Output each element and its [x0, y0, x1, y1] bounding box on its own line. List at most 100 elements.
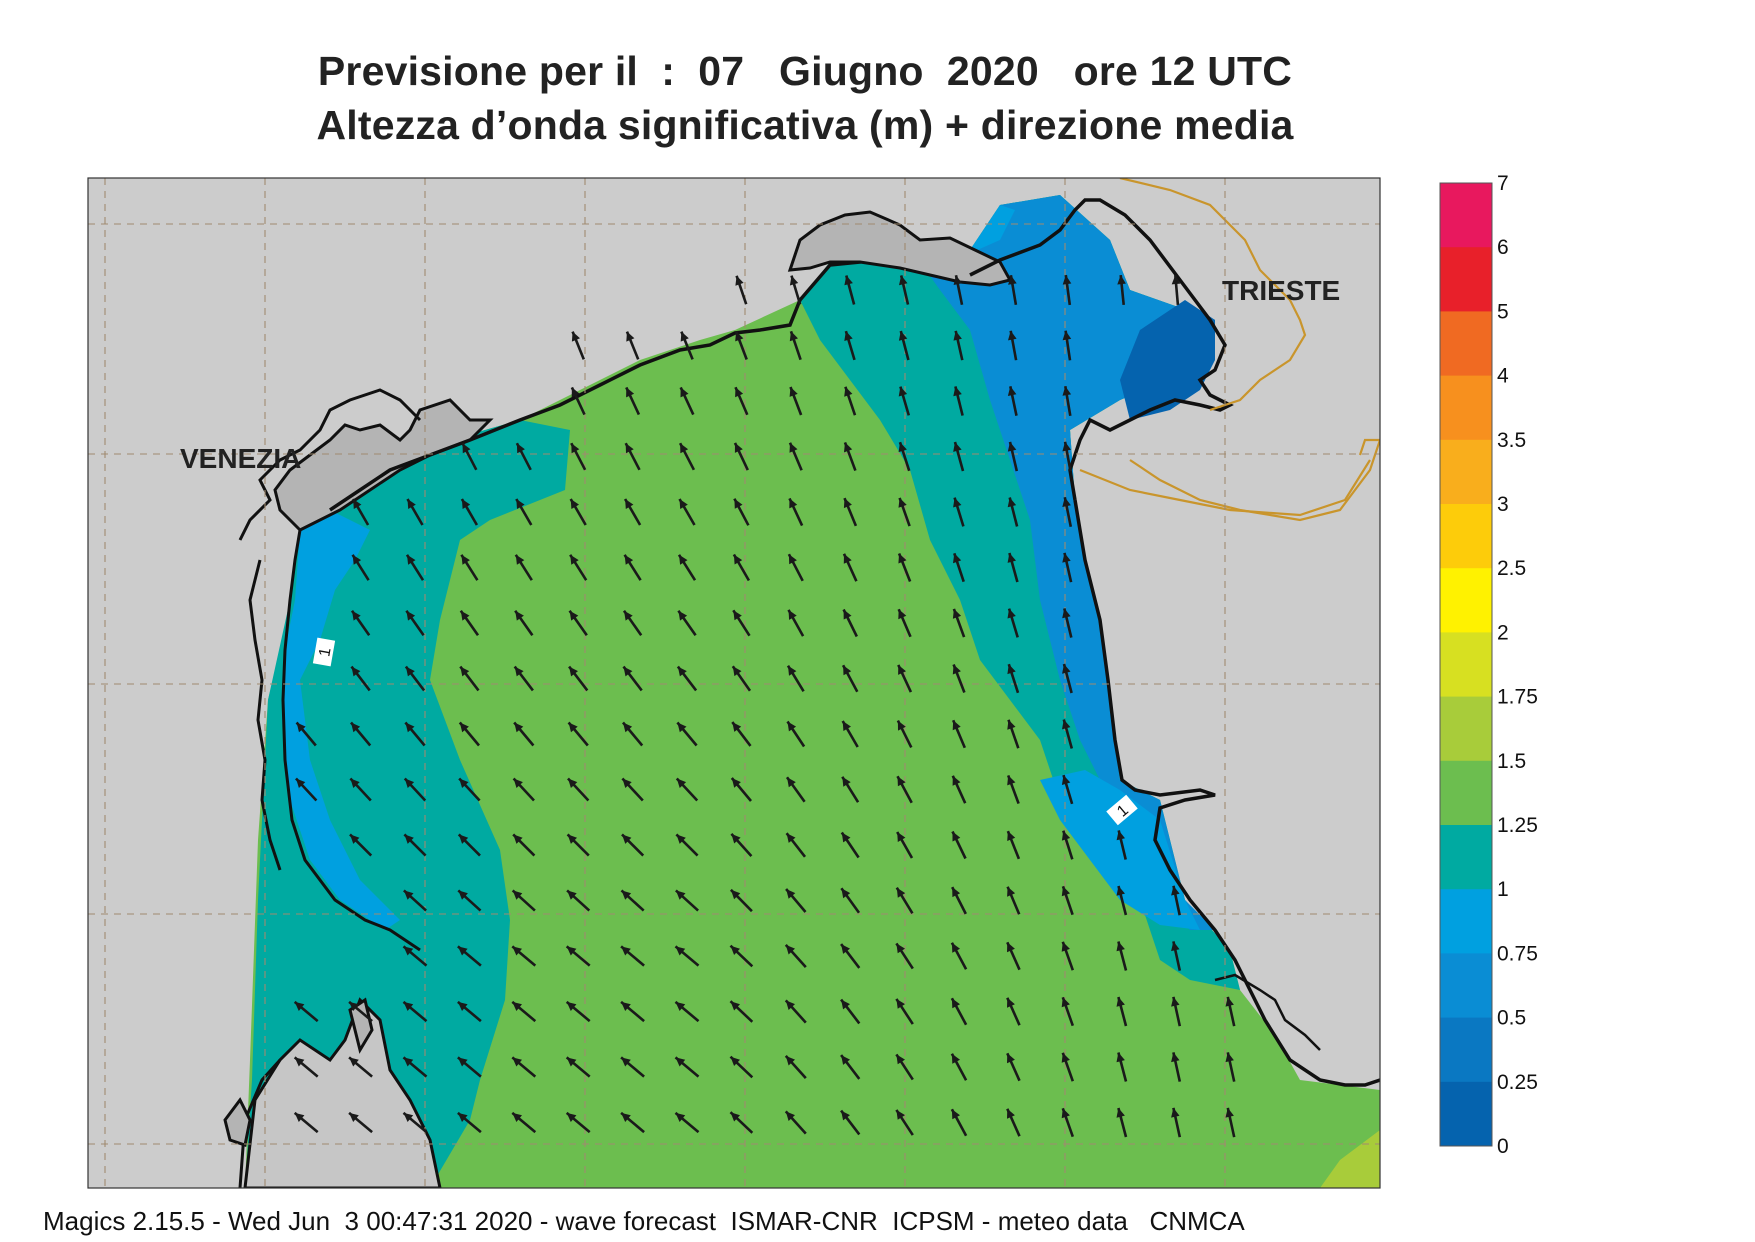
wave-arrow-head	[513, 778, 523, 788]
colorbar-tick-label: 1.75	[1497, 686, 1538, 709]
colorbar-tick-label: 3.5	[1497, 429, 1526, 452]
wave-arrow-head	[677, 722, 687, 733]
wave-arrow-head	[404, 834, 414, 844]
wave-arrow-head	[1061, 830, 1071, 841]
wave-arrow-head	[569, 666, 578, 677]
wave-arrow-head	[350, 778, 360, 788]
wave-arrow-head	[1007, 553, 1016, 563]
wave-arrow-head	[1061, 886, 1070, 897]
wave-arrow-head	[568, 778, 578, 788]
wave-arrow-head	[512, 1057, 522, 1067]
wave-arrow-head	[734, 498, 743, 509]
colorbar-tick-label: 0	[1497, 1135, 1509, 1158]
wave-arrow-head	[898, 553, 907, 564]
country-border	[1119, 178, 1307, 412]
wave-arrow-head	[1171, 996, 1180, 1007]
wave-arrow-head	[1116, 830, 1125, 841]
wave-arrow-head	[843, 553, 852, 564]
wave-arrow-head	[352, 554, 362, 565]
wave-arrow-head	[1062, 330, 1072, 341]
wave-arrow-head	[1007, 608, 1016, 619]
wave-arrow-head	[1007, 386, 1017, 396]
wave-arrow-head	[843, 609, 852, 620]
wave-arrow-head	[680, 387, 689, 398]
colorbar: 7 6 5 4 3.5 3 2.5 2 1.75 1.5 1.25 1 0.75 0.5 0.25 0	[1439, 172, 1538, 1158]
colorbar-swatch	[1440, 439, 1492, 505]
wave-arrow-head	[841, 999, 850, 1010]
wave-arrow-head	[571, 443, 580, 454]
wave-arrow-head	[786, 889, 796, 899]
wave-arrow-head	[567, 890, 577, 900]
wave-arrow-head	[1062, 664, 1071, 674]
wave-arrow-head	[352, 610, 361, 621]
wave-arrow-head	[1225, 1107, 1234, 1118]
wave-arrow-head	[789, 498, 798, 509]
wave-arrow-head	[1062, 497, 1071, 507]
wave-arrow-head	[457, 1112, 468, 1122]
wave-arrow-head	[621, 1112, 631, 1122]
wave-arrow-head	[512, 1112, 522, 1122]
wave-arrow-head	[785, 1055, 795, 1066]
wave-arrow-head	[952, 887, 961, 898]
wave-arrow-head	[1117, 275, 1126, 285]
wave-arrow-head	[514, 666, 524, 677]
wave-arrow-head	[296, 722, 306, 733]
wave-arrow-head	[841, 1055, 850, 1065]
venice-lagoon-channel-2	[238, 388, 422, 541]
wave-arrow-head	[952, 775, 961, 786]
colorbar-tick-label: 6	[1497, 236, 1509, 259]
wave-arrow-head	[403, 1057, 414, 1067]
wave-arrow-head	[512, 946, 522, 956]
colorbar-swatch	[1440, 183, 1492, 248]
wave-arrow-head	[571, 331, 580, 342]
title-line-1: Previsione per il : 07 Giugno 2020 ore 1…	[317, 48, 1293, 94]
wave-arrow-head	[625, 443, 634, 454]
wave-arrow-head	[460, 610, 470, 621]
po-delta-islands	[223, 997, 374, 1147]
colorbar-tick-label: 3	[1497, 493, 1509, 516]
wave-arrow-head	[733, 554, 743, 565]
wave-arrow-head	[675, 1001, 686, 1011]
colorbar-tick-label: 1	[1497, 878, 1509, 901]
wave-arrow-head	[459, 722, 469, 733]
contour-label-west-text: 1	[316, 646, 334, 658]
wave-arrow-head	[294, 1112, 305, 1122]
wave-arrow-head	[788, 609, 797, 620]
wave-arrow-head	[953, 442, 962, 452]
wave-arrow-head	[1225, 996, 1234, 1007]
wave-arrow-head	[1171, 1107, 1180, 1118]
wave-arrow-head	[404, 778, 415, 788]
wave-arrow-head	[952, 720, 961, 731]
wave-arrow-head	[403, 1112, 414, 1122]
wave-arrow-head	[1008, 275, 1017, 285]
wave-arrow-head	[569, 610, 579, 621]
wave-arrow-head	[897, 776, 906, 787]
istria-coast-detail	[1214, 973, 1321, 1051]
place-label-venezia: VENEZIA	[180, 443, 301, 474]
wave-arrow-head	[842, 776, 851, 787]
wave-arrow-head	[732, 666, 742, 677]
colorbar-tick-label: 2.5	[1497, 557, 1526, 580]
wave-arrow-head	[786, 833, 796, 843]
wave-arrow-head	[789, 442, 798, 453]
wave-arrow-head	[789, 387, 798, 397]
wave-arrow-head	[843, 665, 852, 676]
wave-arrow-head	[953, 497, 962, 508]
wave-arrow-head	[1062, 719, 1071, 730]
wave-arrow-head	[460, 666, 470, 677]
wave-arrow-head	[841, 944, 850, 954]
wave-arrow-head	[403, 1001, 414, 1011]
wave-arrow-head	[296, 778, 306, 788]
wave-arrow-head	[515, 610, 524, 621]
wave-arrow-head	[953, 553, 962, 564]
colorbar-frame	[1439, 182, 1493, 1147]
wave-direction-arrows	[293, 274, 1236, 1138]
wave-arrow-head	[294, 1057, 305, 1067]
wave-arrow-head	[513, 834, 523, 844]
wave-arrow-head	[1007, 664, 1016, 675]
wave-arrow-head	[512, 890, 523, 900]
wave-arrow-head	[626, 331, 635, 342]
wave-arrow-head	[1007, 1108, 1015, 1119]
wave-arrow-head	[624, 610, 633, 621]
wave-arrow-head	[461, 499, 471, 509]
